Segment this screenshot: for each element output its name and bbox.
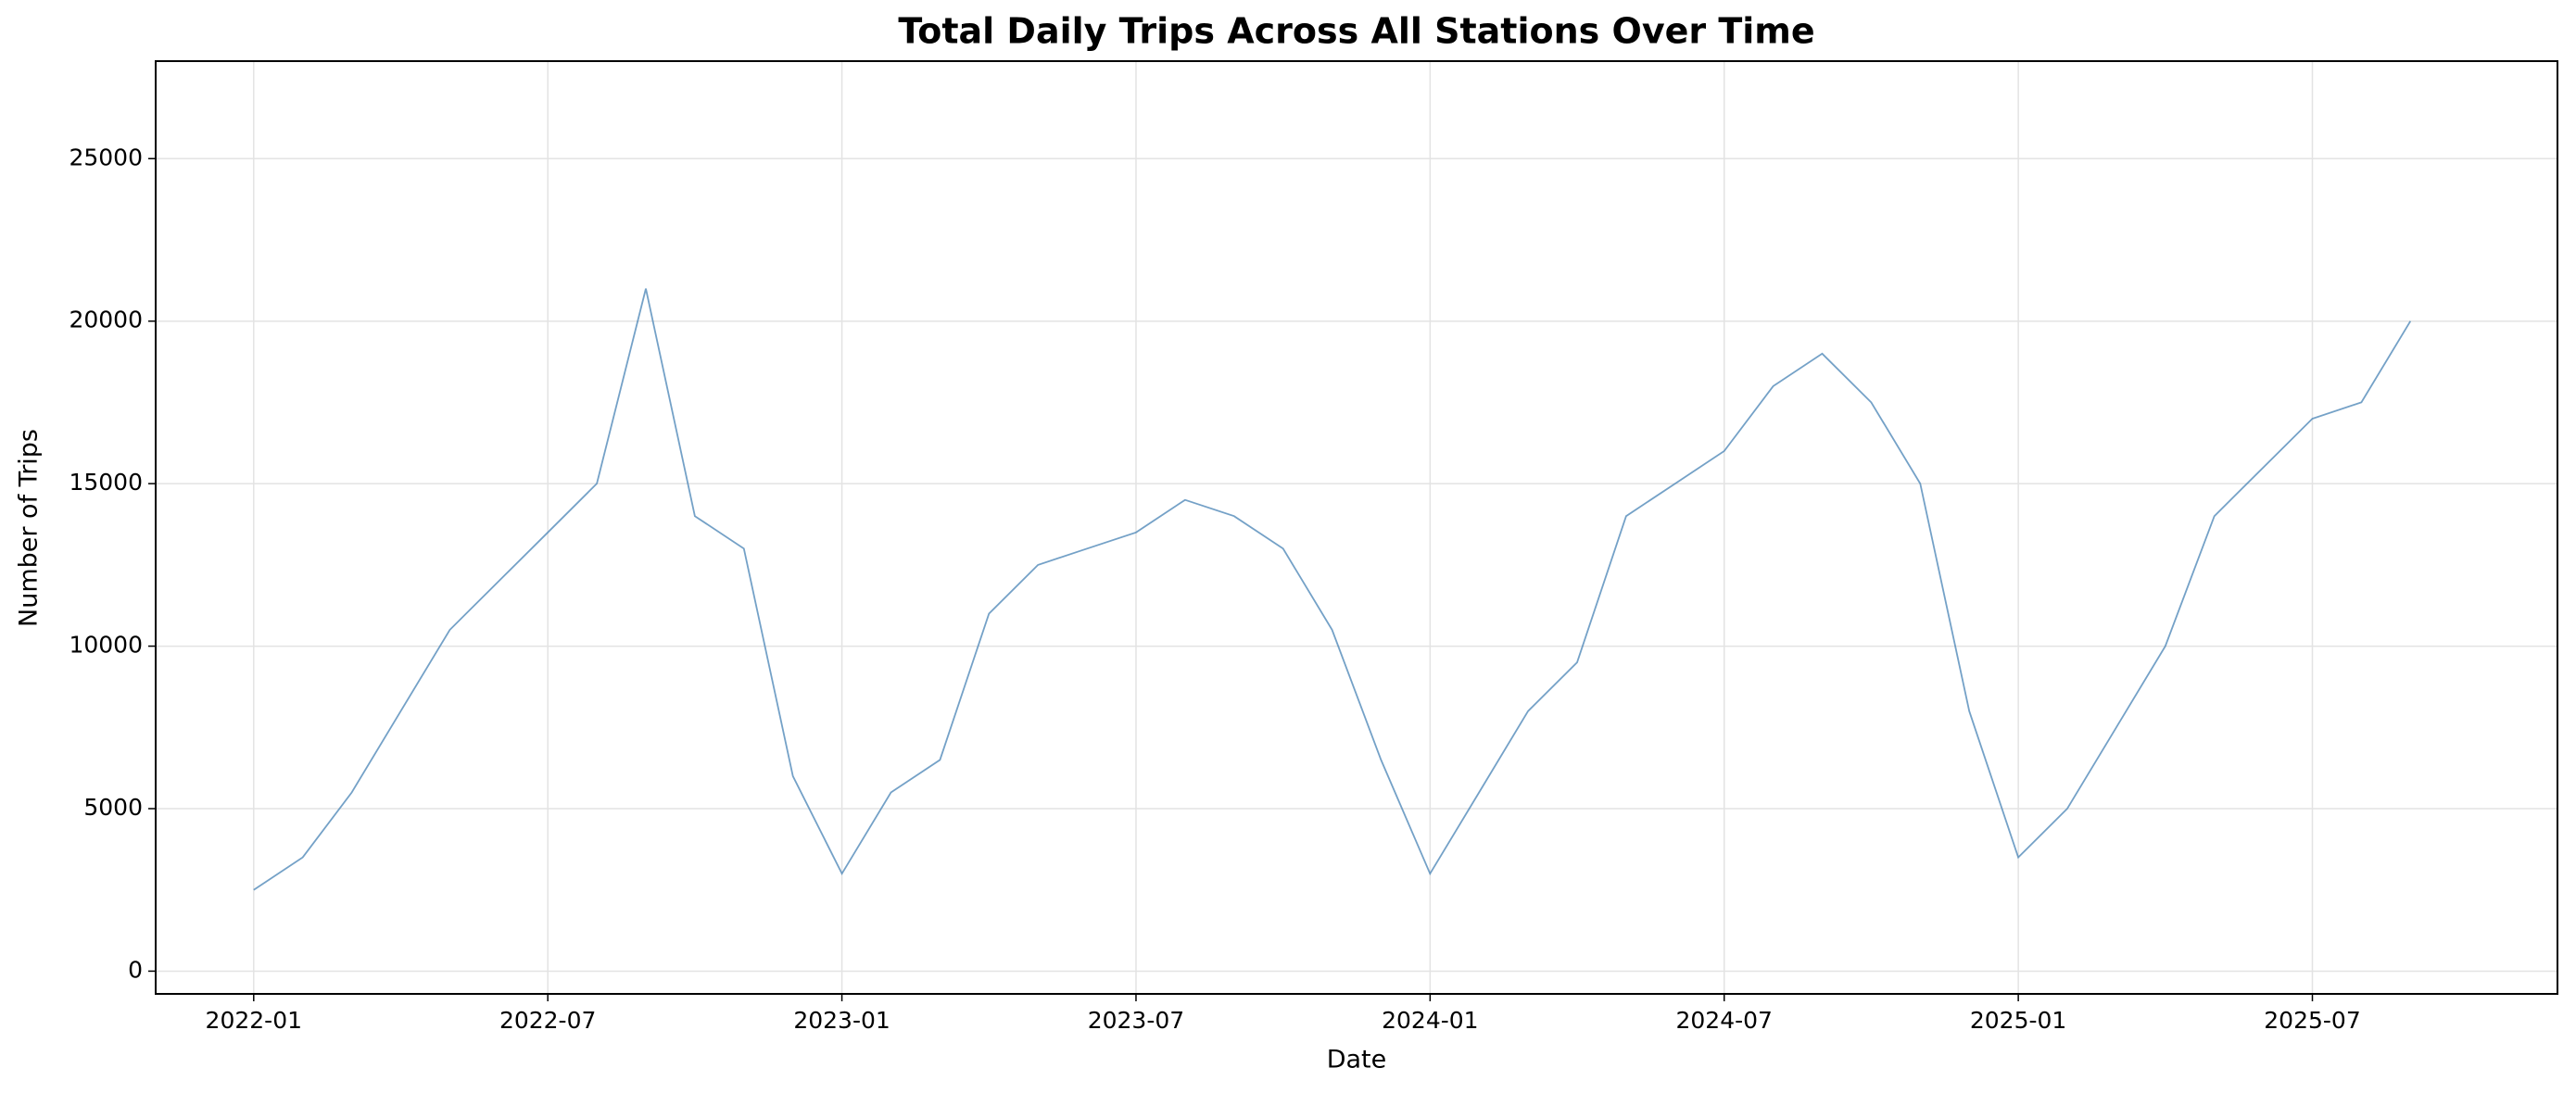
y-tick-label: 10000 — [69, 632, 143, 659]
y-tick-label: 5000 — [83, 794, 143, 821]
plot-frame — [155, 60, 2558, 995]
chart-title: Total Daily Trips Across All Stations Ov… — [898, 11, 1814, 52]
x-tick-label: 2023-07 — [1088, 1007, 1184, 1034]
x-tick-label: 2024-07 — [1676, 1007, 1773, 1034]
x-tick-label: 2022-01 — [206, 1007, 302, 1034]
data-line — [253, 288, 2412, 891]
y-tick-label: 15000 — [69, 469, 143, 496]
y-tick-label: 25000 — [69, 144, 143, 170]
y-axis-label: Number of Trips — [15, 429, 44, 627]
x-tick-label: 2024-01 — [1382, 1007, 1478, 1034]
y-tick-label: 0 — [128, 956, 143, 983]
x-tick-label: 2022-07 — [499, 1007, 596, 1034]
x-tick-label: 2023-01 — [793, 1007, 890, 1034]
x-axis-label: Date — [1327, 1046, 1387, 1074]
x-tick-label: 2025-07 — [2264, 1007, 2360, 1034]
x-tick-label: 2025-01 — [1970, 1007, 2066, 1034]
y-tick-label: 20000 — [69, 307, 143, 333]
